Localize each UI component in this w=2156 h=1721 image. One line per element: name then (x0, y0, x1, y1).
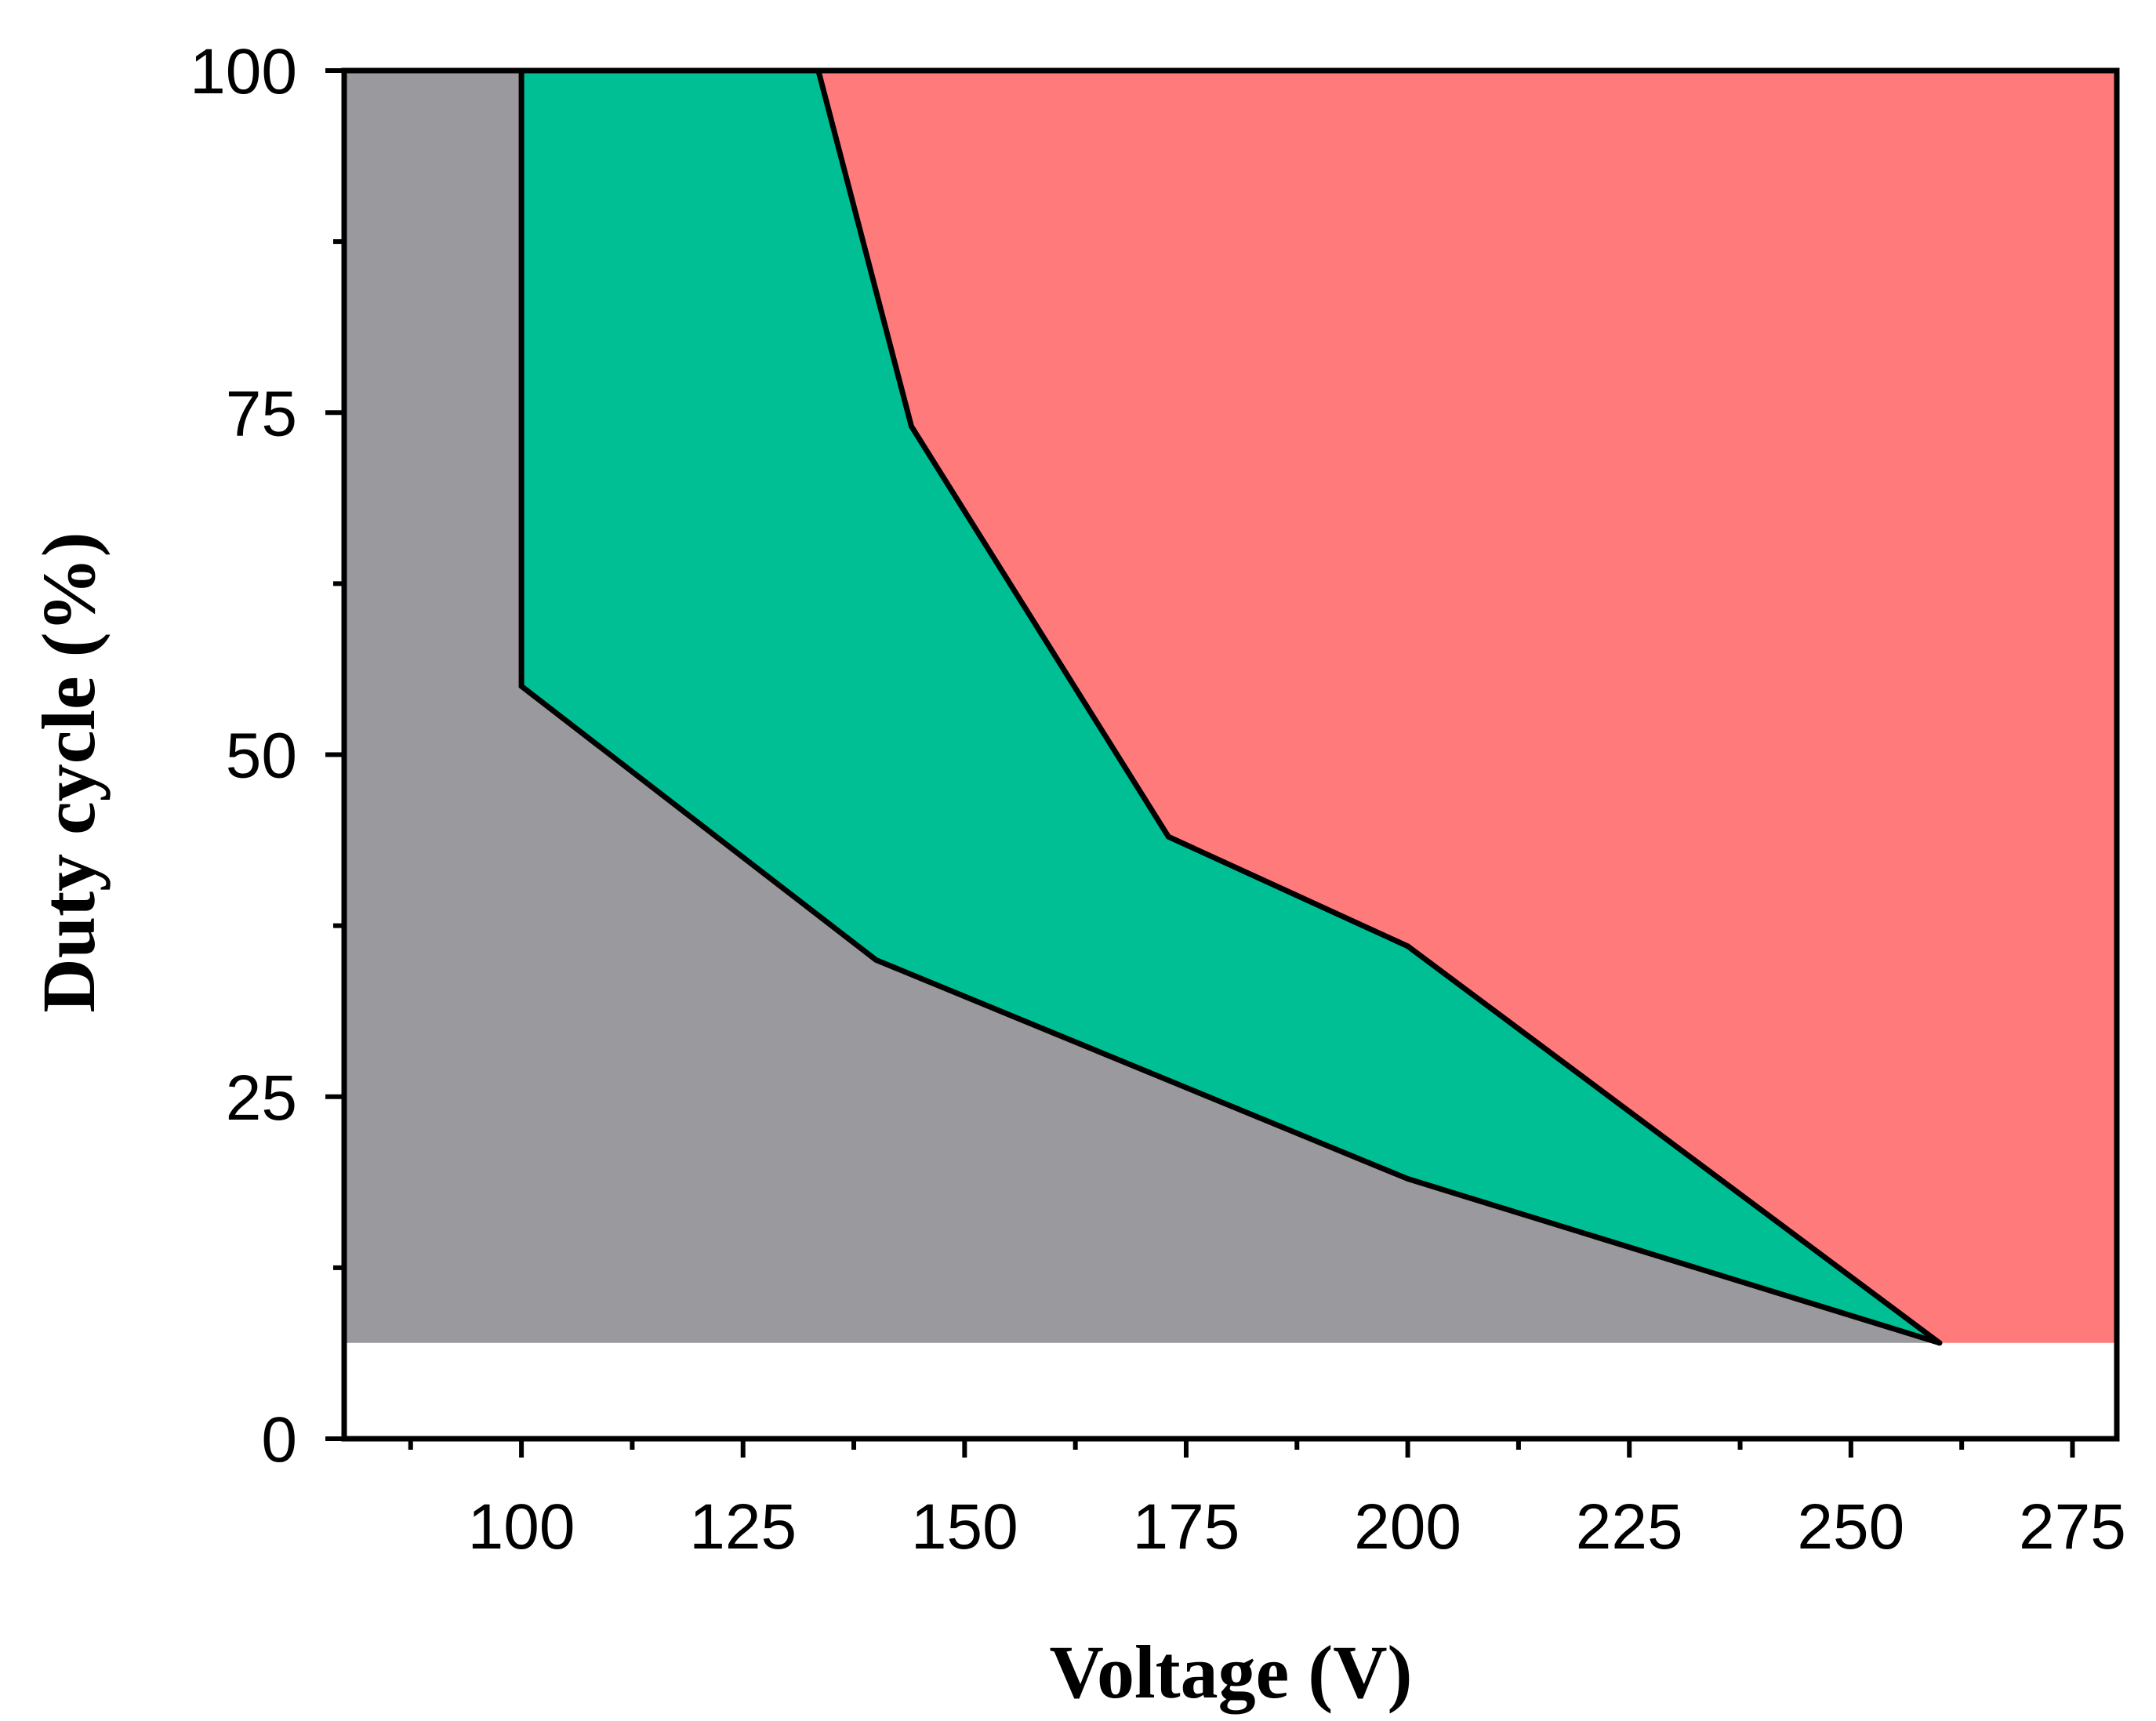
upper-boundary (815, 67, 1943, 1346)
red-region (818, 71, 2117, 1343)
x-axis-title: Voltage (V) (1049, 1630, 1412, 1714)
boundaries-layer (518, 67, 1943, 1346)
y-axis-title: Duty cycle (%) (27, 532, 111, 1012)
x-tick-label: 250 (1797, 1491, 1904, 1563)
x-tick-label: 200 (1354, 1491, 1461, 1563)
tick-labels-layer: 100 125 150 175 200 225 250 275 0 25 50 75 100 (190, 36, 2126, 1563)
x-tick-label: 225 (1576, 1491, 1683, 1563)
x-tick-label: 175 (1133, 1491, 1240, 1563)
y-tick-label: 25 (226, 1062, 297, 1134)
y-tick-label: 75 (226, 378, 297, 449)
x-tick-label: 150 (911, 1491, 1018, 1563)
gray-region (344, 71, 1940, 1343)
y-tick-label: 100 (190, 36, 297, 107)
x-tick-label: 100 (468, 1491, 575, 1563)
ticks-layer (325, 68, 2075, 1458)
x-tick-label: 125 (689, 1491, 797, 1563)
green-region (521, 71, 1940, 1343)
lower-boundary (518, 67, 1943, 1346)
y-tick-label: 50 (226, 721, 297, 792)
regions-layer (344, 71, 2117, 1343)
x-tick-label: 275 (2019, 1491, 2126, 1563)
y-tick-label: 0 (261, 1404, 297, 1476)
